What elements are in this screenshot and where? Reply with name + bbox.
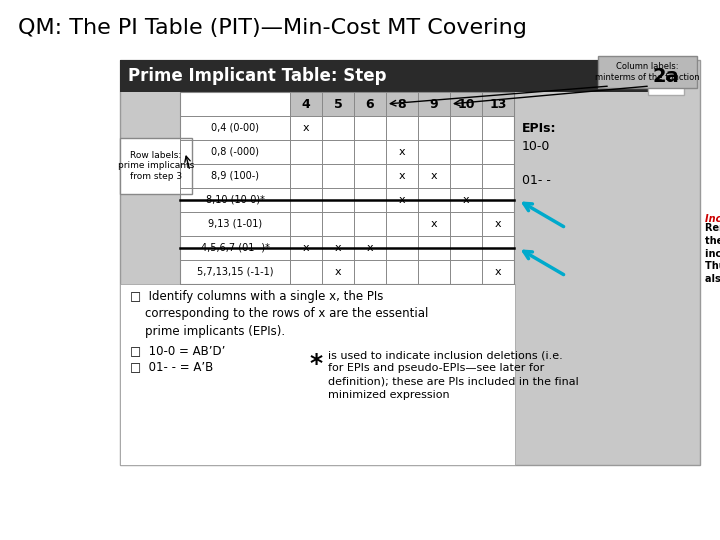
FancyBboxPatch shape bbox=[120, 284, 515, 465]
Text: 8,10 (10-0)*: 8,10 (10-0)* bbox=[206, 195, 264, 205]
Text: □  01- - = A’B: □ 01- - = A’B bbox=[130, 360, 213, 373]
Text: x: x bbox=[399, 171, 405, 181]
Text: Inclusion removal/deletion:: Inclusion removal/deletion: bbox=[705, 214, 720, 224]
Text: 10: 10 bbox=[457, 98, 474, 111]
FancyBboxPatch shape bbox=[120, 138, 192, 194]
Text: x: x bbox=[399, 147, 405, 157]
Text: x: x bbox=[399, 195, 405, 205]
Text: EPIs:: EPIs: bbox=[522, 122, 557, 134]
Text: x: x bbox=[431, 171, 437, 181]
Text: 10-0: 10-0 bbox=[522, 140, 550, 153]
Text: x: x bbox=[302, 123, 310, 133]
FancyBboxPatch shape bbox=[120, 60, 650, 92]
Text: x: x bbox=[463, 195, 469, 205]
Text: x: x bbox=[335, 267, 341, 277]
Text: □  Identify columns with a single x, the PIs
    corresponding to the rows of x : □ Identify columns with a single x, the … bbox=[130, 290, 428, 338]
Text: QM: The PI Table (PIT)—Min-Cost MT Covering: QM: The PI Table (PIT)—Min-Cost MT Cover… bbox=[18, 18, 527, 38]
Text: *: * bbox=[310, 352, 323, 376]
Text: x: x bbox=[335, 243, 341, 253]
Text: 5,7,13,15 (-1-1): 5,7,13,15 (-1-1) bbox=[197, 267, 274, 277]
Text: 5: 5 bbox=[333, 98, 343, 111]
Text: x: x bbox=[431, 219, 437, 229]
Text: Row labels:
prime implicants
from step 3: Row labels: prime implicants from step 3 bbox=[118, 151, 194, 181]
Text: x: x bbox=[302, 243, 310, 253]
Text: 4: 4 bbox=[302, 98, 310, 111]
Text: x: x bbox=[495, 219, 501, 229]
Text: Removal of those PIs from
the PIT that are to be
included in the final expr.
Thu: Removal of those PIs from the PIT that a… bbox=[705, 223, 720, 284]
Text: 8: 8 bbox=[397, 98, 406, 111]
Text: 01- -: 01- - bbox=[522, 174, 551, 187]
Text: 9: 9 bbox=[430, 98, 438, 111]
Text: 6: 6 bbox=[366, 98, 374, 111]
Text: 0,4 (0-00): 0,4 (0-00) bbox=[211, 123, 259, 133]
FancyBboxPatch shape bbox=[180, 92, 514, 284]
Text: 0,8 (-000): 0,8 (-000) bbox=[211, 147, 259, 157]
Text: □  10-0 = AB’D’: □ 10-0 = AB’D’ bbox=[130, 344, 225, 357]
Text: x: x bbox=[495, 267, 501, 277]
Text: x: x bbox=[366, 243, 373, 253]
Text: 13: 13 bbox=[490, 98, 507, 111]
Text: Column labels:
minterms of the function: Column labels: minterms of the function bbox=[595, 62, 700, 82]
Text: 4,5,6,7 (01--)*: 4,5,6,7 (01--)* bbox=[201, 243, 269, 253]
FancyBboxPatch shape bbox=[598, 56, 697, 88]
Text: is used to indicate inclusion deletions (i.e.
for EPIs and pseudo-EPIs—see later: is used to indicate inclusion deletions … bbox=[328, 350, 579, 400]
Text: 9,13 (1-01): 9,13 (1-01) bbox=[208, 219, 262, 229]
Text: Prime Implicant Table: Step: Prime Implicant Table: Step bbox=[128, 67, 387, 85]
Text: 2a: 2a bbox=[652, 66, 680, 85]
FancyBboxPatch shape bbox=[290, 92, 514, 116]
Text: 8,9 (100-): 8,9 (100-) bbox=[211, 171, 259, 181]
FancyBboxPatch shape bbox=[120, 60, 700, 465]
FancyBboxPatch shape bbox=[648, 57, 684, 95]
